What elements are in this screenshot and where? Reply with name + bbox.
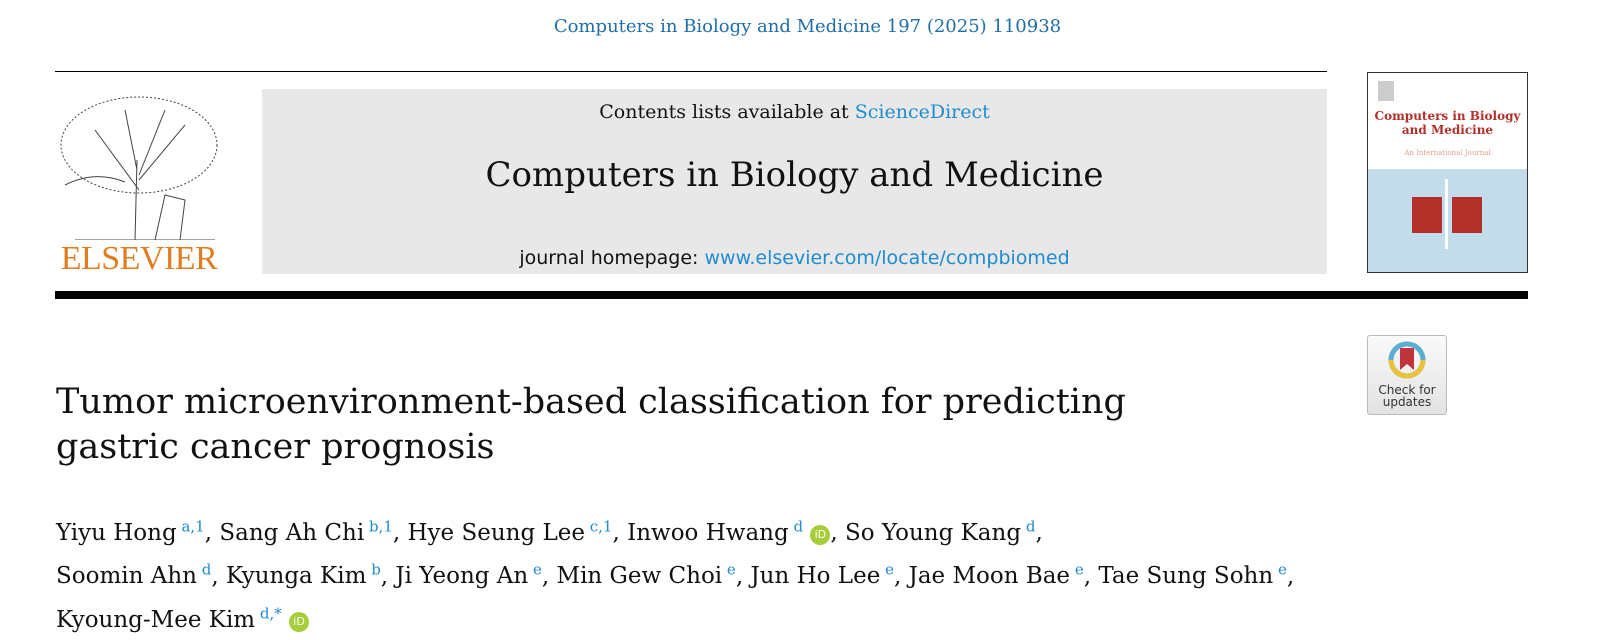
cover-logo-icon: [1378, 81, 1394, 101]
journal-cover[interactable]: Computers in Biology and Medicine An Int…: [1367, 72, 1528, 273]
crossmark-line1: Check for: [1378, 383, 1436, 397]
author[interactable]: Kyunga Kim b: [225, 560, 381, 590]
homepage-link[interactable]: www.elsevier.com/locate/compbiomed: [704, 247, 1070, 269]
orcid-icon[interactable]: iD: [289, 611, 310, 632]
author[interactable]: Tae Sung Sohn e: [1098, 560, 1287, 590]
check-for-updates-button[interactable]: Check for updates: [1367, 335, 1447, 415]
author[interactable]: Sang Ah Chi b,1: [219, 517, 393, 546]
cover-subtitle: An International Journal: [1404, 149, 1491, 157]
divider: [55, 71, 1327, 72]
elsevier-logo[interactable]: ELSEVIER: [55, 90, 223, 278]
author[interactable]: Jun Ho Lee e: [750, 560, 894, 590]
affiliation-marker[interactable]: e: [528, 560, 542, 579]
cover-title: Computers in Biology and Medicine: [1374, 109, 1521, 137]
homepage-prefix: journal homepage:: [519, 247, 705, 269]
affiliation-marker[interactable]: b: [366, 560, 381, 579]
author[interactable]: Hye Seung Lee c,1: [407, 517, 613, 546]
orcid-icon[interactable]: iD: [810, 524, 831, 545]
author-list: Yiyu Hong a,1, Sang Ah Chi b,1, Hye Seun…: [56, 517, 1295, 633]
author[interactable]: Soomin Ahn d: [56, 560, 212, 590]
affiliation-marker[interactable]: e: [722, 560, 736, 579]
journal-name: Computers in Biology and Medicine: [485, 155, 1104, 195]
affiliation-marker[interactable]: d: [788, 517, 804, 535]
affiliation-marker[interactable]: e: [880, 560, 894, 579]
author[interactable]: Ji Yeong An e: [395, 560, 542, 590]
journal-citation[interactable]: Computers in Biology and Medicine 197 (2…: [553, 16, 1062, 37]
author[interactable]: Yiyu Hong a,1: [56, 517, 205, 546]
affiliation-marker[interactable]: e: [1070, 560, 1084, 579]
affiliation-marker[interactable]: c,1: [585, 517, 613, 535]
affiliation-marker[interactable]: a,1: [176, 517, 205, 535]
author[interactable]: So Young Kang d: [845, 517, 1036, 546]
sciencedirect-link[interactable]: ScienceDirect: [854, 101, 990, 123]
affiliation-marker[interactable]: d: [196, 560, 212, 579]
elsevier-wordmark: ELSEVIER: [60, 240, 218, 277]
affiliation-marker[interactable]: d: [1021, 517, 1036, 535]
author[interactable]: Jae Moon Bae e: [908, 560, 1084, 590]
homepage-line: journal homepage: www.elsevier.com/locat…: [262, 247, 1327, 269]
affiliation-marker[interactable]: e: [1273, 560, 1287, 579]
author[interactable]: Inwoo Hwang d iD: [627, 517, 831, 546]
affiliation-marker[interactable]: b,1: [364, 517, 393, 535]
affiliation-marker[interactable]: d,*: [255, 604, 282, 623]
contents-prefix: Contents lists available at: [599, 101, 855, 123]
author[interactable]: Min Gew Choi e: [556, 560, 736, 590]
header-bar: [55, 291, 1528, 299]
crossmark-line2: updates: [1382, 395, 1432, 409]
contents-line: Contents lists available at ScienceDirec…: [262, 101, 1327, 123]
crossmark-icon: [1388, 341, 1426, 379]
tree-icon: [60, 96, 218, 241]
journal-masthead: Contents lists available at ScienceDirec…: [262, 89, 1327, 274]
article-title: Tumor microenvironment-based classificat…: [56, 382, 1126, 467]
author[interactable]: Kyoung-Mee Kim d,* iD: [56, 604, 310, 633]
caduceus-icon: [1368, 169, 1527, 272]
